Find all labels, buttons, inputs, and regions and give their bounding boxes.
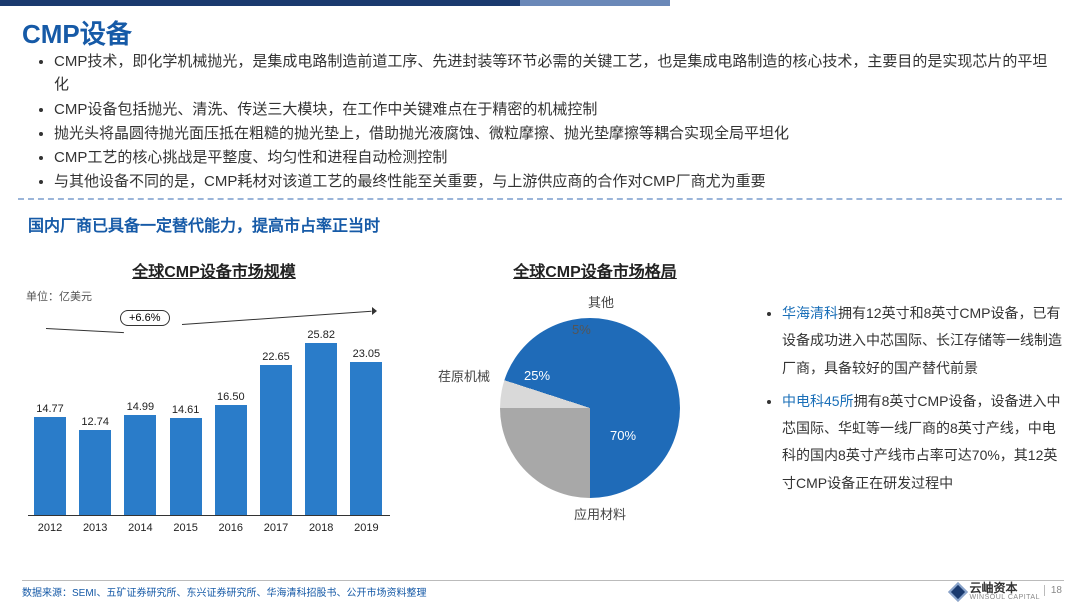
pie-label-ebara: 荏原机械	[438, 366, 490, 385]
bar-x-label: 2012	[28, 522, 72, 534]
bar	[34, 417, 66, 515]
bar-value-label: 14.99	[115, 401, 165, 413]
bar-chart-unit: 单位：亿美元	[26, 288, 404, 304]
bar-value-label: 12.74	[70, 416, 120, 428]
bar	[305, 343, 337, 515]
pie-chart: 其他 荏原机械 应用材料 5% 25% 70%	[440, 288, 740, 548]
bar-x-label: 2014	[118, 522, 162, 534]
bar-x-label: 2019	[344, 522, 388, 534]
pie-chart-title: 全球CMP设备市场格局	[440, 258, 750, 282]
source-text: 数据来源：SEMI、五矿证券研究所、东兴证券研究所、华海清科招股书、公开市场资料…	[22, 584, 426, 599]
bar-value-label: 16.50	[206, 391, 256, 403]
footer: 数据来源：SEMI、五矿证券研究所、东兴证券研究所、华海清科招股书、公开市场资料…	[22, 580, 1064, 602]
pie-pct-other: 5%	[572, 322, 591, 337]
bullet-item: CMP工艺的核心挑战是平整度、均匀性和进程自动检测控制	[54, 146, 1052, 169]
right-notes: 华海清科拥有12英寸和8英寸CMP设备，已有设备成功进入中芯国际、长江存储等一线…	[770, 300, 1064, 503]
note-item: 中电科45所拥有8英寸CMP设备，设备进入中芯国际、华虹等一线厂商的8英寸产线，…	[782, 388, 1064, 497]
bar-x-label: 2016	[209, 522, 253, 534]
bar	[124, 415, 156, 515]
bar-x-label: 2017	[254, 522, 298, 534]
logo-icon	[949, 582, 969, 602]
bar-chart-title: 全球CMP设备市场规模	[24, 258, 404, 282]
bar	[350, 362, 382, 515]
bar	[260, 365, 292, 515]
bar-value-label: 14.77	[25, 403, 75, 415]
page-title: CMP设备	[22, 14, 1060, 51]
bar	[170, 418, 202, 515]
logo-text: 云岫资本	[969, 582, 1040, 594]
bar-chart-section: 全球CMP设备市场规模 单位：亿美元 +6.6% 14.7712.74 14.99…	[24, 258, 404, 536]
note-item: 华海清科拥有12英寸和8英寸CMP设备，已有设备成功进入中芯国际、长江存储等一线…	[782, 300, 1064, 382]
header-accent	[0, 0, 1080, 6]
bar-value-label: 22.65	[251, 351, 301, 363]
logo: 云岫资本 WINSOUL CAPITAL	[951, 582, 1040, 601]
pie-pct-ebara: 25%	[524, 368, 550, 383]
bar-value-label: 14.61	[161, 404, 211, 416]
section-divider	[18, 198, 1062, 200]
bar-x-label: 2015	[164, 522, 208, 534]
pie-label-amat: 应用材料	[574, 504, 626, 523]
pie-pct-amat: 70%	[610, 428, 636, 443]
note-highlight: 华海清科	[782, 305, 838, 321]
page-number: 18	[1044, 585, 1062, 596]
bar-x-label: 2018	[299, 522, 343, 534]
bullet-item: 抛光头将晶圆待抛光面压抵在粗糙的抛光垫上，借助抛光液腐蚀、微粒摩擦、抛光垫摩擦等…	[54, 122, 1052, 145]
pie-label-other: 其他	[588, 292, 614, 311]
bullet-item: CMP技术，即化学机械抛光，是集成电路制造前道工序、先进封装等环节必需的关键工艺…	[54, 50, 1052, 97]
bar-value-label: 25.82	[296, 329, 346, 341]
section-subtitle: 国内厂商已具备一定替代能力，提高市占率正当时	[28, 212, 380, 236]
bar	[79, 430, 111, 515]
bar-value-label: 23.05	[341, 348, 391, 360]
bar	[215, 405, 247, 515]
bar-x-label: 2013	[73, 522, 117, 534]
bullet-item: CMP设备包括抛光、清洗、传送三大模块，在工作中关键难点在于精密的机械控制	[54, 98, 1052, 121]
growth-badge: +6.6%	[120, 310, 170, 326]
intro-bullets: CMP技术，即化学机械抛光，是集成电路制造前道工序、先进封装等环节必需的关键工艺…	[40, 50, 1052, 195]
pie-chart-section: 全球CMP设备市场格局 其他 荏原机械 应用材料 5% 25% 70%	[440, 258, 750, 548]
bar-chart: +6.6% 14.7712.74 14.9914.6116.50 22.65 25.8…	[24, 306, 394, 536]
bullet-item: 与其他设备不同的是，CMP耗材对该道工艺的最终性能至关重要，与上游供应商的合作对…	[54, 170, 1052, 193]
logo-subtext: WINSOUL CAPITAL	[969, 594, 1040, 601]
note-highlight: 中电科45所	[782, 393, 854, 409]
